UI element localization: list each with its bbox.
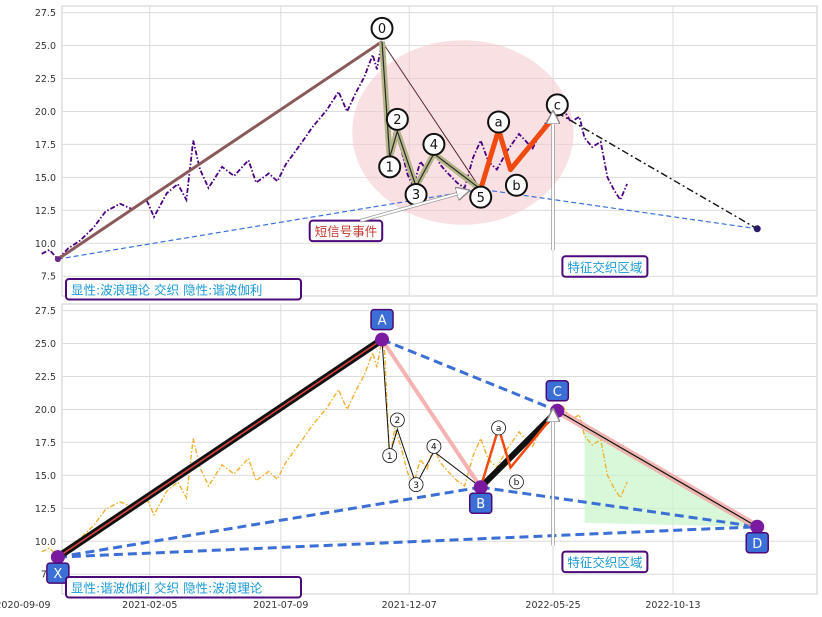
x-tick-label: 2021-02-05 xyxy=(122,600,177,611)
wave-marker xyxy=(509,474,524,490)
y-tick-label: 25.0 xyxy=(35,41,56,52)
leg-bc-abc xyxy=(479,410,559,488)
y-tick-label: 20.0 xyxy=(35,405,56,416)
pivot-label-box xyxy=(545,380,570,402)
wave-marker xyxy=(422,132,446,156)
start-point xyxy=(54,256,61,263)
pivot-label: A xyxy=(378,314,387,329)
y-tick-label: 10.0 xyxy=(35,239,56,250)
y-tick-label: 22.5 xyxy=(35,74,56,85)
wave-label: 1 xyxy=(386,160,394,175)
wave-label: 4 xyxy=(431,443,437,453)
y-tick-label: 10.0 xyxy=(35,537,56,548)
wave-marker xyxy=(426,438,442,454)
y-tick-label: 27.5 xyxy=(35,306,56,317)
pivot-label: B xyxy=(476,497,485,512)
annotation-box xyxy=(561,255,649,278)
wave-label: b xyxy=(512,179,520,194)
x-tick-label: 2021-07-09 xyxy=(253,600,308,611)
wave-label: a xyxy=(496,424,502,434)
annotation: 特征交织区域 xyxy=(567,555,642,570)
y-tick-label: 25.0 xyxy=(35,339,56,350)
leg-bc xyxy=(478,408,560,490)
annotation-arrow xyxy=(360,191,468,222)
wave-label: c xyxy=(554,99,561,114)
wave-marker xyxy=(487,110,511,134)
harmonic-dashed-link xyxy=(57,485,481,559)
y-tick-label: 22.5 xyxy=(35,372,56,383)
y-tick-label: 12.5 xyxy=(35,206,56,217)
wave-label: 5 xyxy=(477,191,485,206)
top-panel: 7.5 10.0 12.5 15.0 17.5 20.0 22.5 25.0 27.5 0 1 2 3 4… xyxy=(35,5,818,301)
wave-marker xyxy=(504,173,528,197)
wave-label: 3 xyxy=(413,481,419,491)
pivot-label: C xyxy=(553,385,562,400)
wave-label: 4 xyxy=(430,138,438,153)
pivot-marker xyxy=(473,480,488,495)
bottom-panel: 7.510.012.515.017.520.022.525.027.51234a… xyxy=(0,303,818,611)
pivot-label-box xyxy=(46,562,70,584)
y-tick-label: 17.5 xyxy=(35,438,56,449)
wave-label: 3 xyxy=(412,188,420,203)
y-tick-label: 27.5 xyxy=(35,8,56,19)
wave-label: 0 xyxy=(378,22,386,37)
leg-ab-impulse xyxy=(381,339,482,488)
leg-xa-core xyxy=(57,338,383,558)
end-point xyxy=(753,225,761,233)
wave-impulse-line xyxy=(381,41,482,190)
y-tick-label: 15.0 xyxy=(35,471,56,482)
wave-marker xyxy=(378,155,402,179)
harmonic-dashed-link xyxy=(57,525,758,559)
annotation-box xyxy=(308,219,384,243)
y-tick-label: 7.5 xyxy=(41,272,56,283)
wave-marker xyxy=(382,448,398,463)
annotation-box xyxy=(561,550,649,574)
x-tick-label: 2021-12-07 xyxy=(382,600,437,611)
wave-marker xyxy=(370,16,394,40)
wave-label: 1 xyxy=(387,452,393,462)
y-tick-label: 12.5 xyxy=(35,504,56,515)
wave-marker xyxy=(385,107,409,131)
wave-marker xyxy=(389,412,405,428)
annotation: 短信号事件 xyxy=(315,224,378,239)
caption: 显性:谐波伽利 交织 隐性:波浪理论 xyxy=(71,581,263,596)
leg-cd xyxy=(556,410,758,528)
pivot-label-box xyxy=(370,308,394,331)
y-tick-label: 15.0 xyxy=(35,173,56,184)
pivot-label: X xyxy=(53,567,62,582)
wave-thin-line xyxy=(381,41,482,190)
y-tick-label: 20.0 xyxy=(35,107,56,118)
x-tick-label: 2022-10-13 xyxy=(645,600,700,611)
wave-label: b xyxy=(514,478,520,488)
wave-label: 2 xyxy=(393,113,401,128)
wave-projection-line xyxy=(556,112,758,230)
harmonic-dashed-link xyxy=(480,485,758,529)
annotation: 特征交织区域 xyxy=(567,260,642,275)
harmonic-dashed-link xyxy=(381,338,558,413)
wave-main-line xyxy=(57,40,383,261)
y-tick-label: 17.5 xyxy=(35,140,56,151)
leg-ab-band xyxy=(380,338,483,489)
x-tick-label: 2022-05-25 xyxy=(525,600,580,611)
wave-marker xyxy=(491,420,506,436)
wave-abc-line xyxy=(478,111,560,190)
caption-box xyxy=(65,576,302,599)
pivot-marker xyxy=(50,550,65,565)
wave-marker xyxy=(408,477,424,492)
pivot-label: D xyxy=(752,537,762,552)
wave-label: a xyxy=(495,116,503,131)
pivot-label-box xyxy=(745,532,769,554)
caption: 显性:波浪理论 交织 隐性:谐波伽利 xyxy=(71,283,262,298)
pivot-marker xyxy=(375,332,390,347)
pivot-marker xyxy=(750,519,765,534)
wave-label: 2 xyxy=(394,416,400,426)
x-tick-label: 2020-09-09 xyxy=(0,600,51,611)
pivot-label-box xyxy=(468,492,493,514)
caption-box xyxy=(65,278,302,301)
